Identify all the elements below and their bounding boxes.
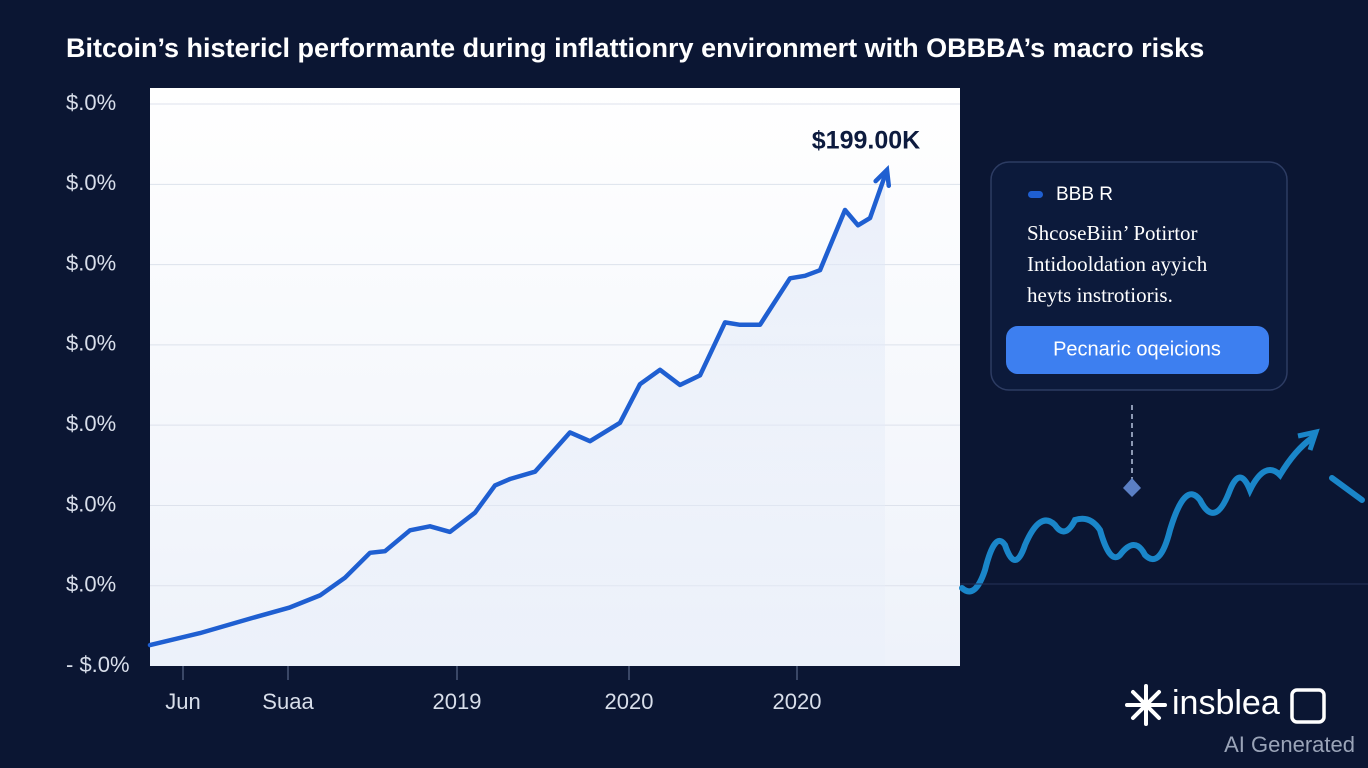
- legend-text: ShcoseBiin’ Potirtor: [1027, 221, 1198, 245]
- y-tick-label: $.0%: [66, 491, 116, 516]
- connector-marker: [1123, 478, 1141, 497]
- button[interactable]: [1006, 326, 1269, 374]
- annotation: $199.00K: [812, 127, 920, 155]
- legend-text: Intidooldation ayyich: [1027, 252, 1208, 276]
- logo-badge: [1290, 688, 1326, 724]
- y-tick-label: $.0%: [66, 250, 116, 275]
- x-tick-label: Suaa: [262, 689, 314, 714]
- area: [150, 175, 885, 666]
- arrow-head: [873, 164, 892, 188]
- logo-icon: [1125, 684, 1167, 726]
- y-tick-label: $.0%: [66, 90, 116, 115]
- y-tick-label: $.0%: [66, 331, 116, 356]
- decor-line: [1329, 475, 1365, 503]
- decor-arrow: [1297, 428, 1320, 451]
- y-tick-label: $.0%: [66, 411, 116, 436]
- y-tick-label: - $.0%: [66, 652, 130, 677]
- legend-swatch: [1028, 191, 1043, 198]
- legend-label: BBB R: [1056, 184, 1113, 205]
- chart-title: Bitcoin’s histericl performante during i…: [66, 33, 1204, 63]
- logo-text: insblea: [1172, 684, 1280, 722]
- line: [147, 173, 888, 648]
- y-tick-label: $.0%: [66, 170, 116, 195]
- y-tick-label: $.0%: [66, 572, 116, 597]
- decor-line: [959, 435, 1315, 595]
- legend-text: heyts instrotioris.: [1027, 283, 1173, 307]
- ai-note: AI Generated: [1224, 732, 1355, 757]
- button-label[interactable]: Pecnaric oqeicions: [1053, 338, 1221, 360]
- x-tick-label: 2020: [605, 689, 654, 714]
- x-tick-label: 2020: [773, 689, 822, 714]
- x-tick-label: 2019: [433, 689, 482, 714]
- x-tick-label: Jun: [165, 689, 200, 714]
